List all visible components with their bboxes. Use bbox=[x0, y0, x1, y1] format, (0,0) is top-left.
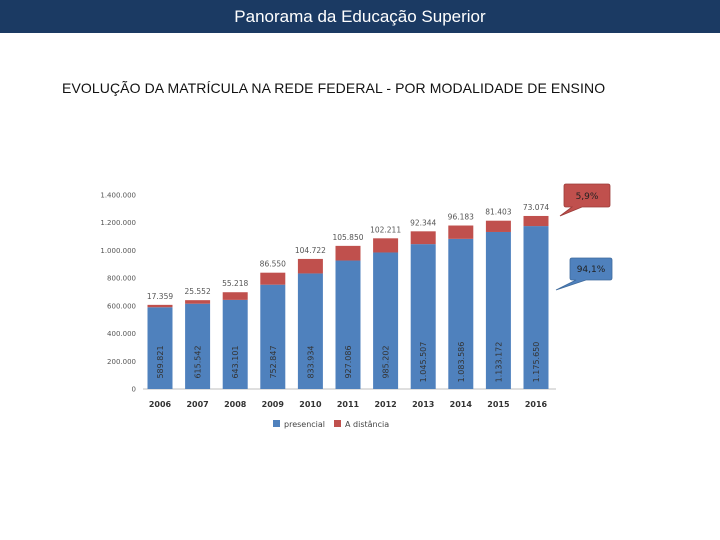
y-tick-label: 0 bbox=[132, 386, 136, 394]
bar-label-presencial: 985.202 bbox=[382, 345, 391, 378]
bar-label-distancia: 55.218 bbox=[222, 279, 248, 288]
x-tick-label: 2006 bbox=[149, 400, 172, 409]
bar-label-distancia: 92.344 bbox=[410, 218, 436, 227]
callout-presencial bbox=[555, 257, 613, 291]
bar-presencial bbox=[297, 273, 323, 389]
callout-distancia bbox=[559, 183, 611, 217]
x-tick-label: 2013 bbox=[412, 400, 434, 409]
slide-title: EVOLUÇÃO DA MATRÍCULA NA REDE FEDERAL - … bbox=[62, 80, 606, 96]
bar-distancia bbox=[335, 245, 361, 261]
bar-label-distancia: 25.552 bbox=[184, 287, 210, 296]
bar-presencial bbox=[485, 231, 511, 389]
callout-distancia-text: 5,9% bbox=[576, 192, 599, 202]
y-tick-label: 1.400.000 bbox=[100, 192, 136, 200]
bar-label-presencial: 1.083.586 bbox=[457, 342, 466, 383]
bar-label-distancia: 102.211 bbox=[370, 225, 401, 234]
bar-label-presencial: 1.133.172 bbox=[494, 342, 503, 383]
y-tick-label: 1.000.000 bbox=[100, 247, 136, 255]
y-tick-label: 200.000 bbox=[107, 358, 136, 366]
bar-label-distancia: 105.850 bbox=[332, 233, 363, 242]
x-tick-label: 2008 bbox=[224, 400, 247, 409]
legend-swatch-presencial bbox=[273, 420, 280, 427]
bar-label-presencial: 1.175.650 bbox=[532, 342, 541, 383]
bar-label-presencial: 643.101 bbox=[231, 345, 240, 378]
bar-label-distancia: 86.550 bbox=[260, 260, 286, 269]
bar-presencial bbox=[260, 284, 286, 389]
bar-distancia bbox=[147, 304, 173, 308]
bar-presencial bbox=[185, 303, 211, 389]
legend-swatch-distancia bbox=[334, 420, 341, 427]
bar-label-distancia: 81.403 bbox=[485, 208, 511, 217]
bar-label-distancia: 96.183 bbox=[448, 213, 474, 222]
y-tick-label: 800.000 bbox=[107, 275, 136, 283]
bar-label-distancia: 104.722 bbox=[295, 246, 326, 255]
bar-label-presencial: 615.542 bbox=[194, 345, 203, 378]
bar-label-presencial: 589.821 bbox=[156, 345, 165, 378]
bar-presencial bbox=[335, 260, 361, 389]
bar-presencial bbox=[523, 226, 549, 389]
x-tick-label: 2012 bbox=[374, 400, 396, 409]
bar-presencial bbox=[373, 252, 399, 389]
x-tick-label: 2016 bbox=[525, 400, 548, 409]
bar-distancia bbox=[297, 258, 323, 274]
bar-presencial bbox=[410, 244, 436, 389]
bar-presencial bbox=[448, 238, 474, 389]
callout-presencial-text: 94,1% bbox=[577, 265, 606, 275]
y-tick-label: 600.000 bbox=[107, 302, 136, 310]
y-tick-label: 1.200.000 bbox=[100, 219, 136, 227]
header-title: Panorama da Educação Superior bbox=[234, 6, 486, 26]
y-tick-label: 400.000 bbox=[107, 330, 136, 338]
bar-distancia bbox=[523, 215, 549, 227]
bar-distancia bbox=[260, 272, 286, 285]
x-tick-label: 2009 bbox=[262, 400, 285, 409]
legend-label-presencial: presencial bbox=[284, 420, 325, 429]
bar-label-distancia: 17.359 bbox=[147, 292, 173, 301]
x-tick-label: 2015 bbox=[487, 400, 510, 409]
x-tick-label: 2014 bbox=[450, 400, 473, 409]
x-tick-label: 2010 bbox=[299, 400, 322, 409]
x-tick-label: 2007 bbox=[186, 400, 208, 409]
bar-label-presencial: 927.086 bbox=[344, 345, 353, 378]
bar-distancia bbox=[485, 220, 511, 232]
bar-presencial bbox=[222, 299, 248, 389]
bar-distancia bbox=[222, 292, 248, 300]
bar-presencial bbox=[147, 307, 173, 389]
bar-distancia bbox=[448, 225, 474, 239]
bar-label-presencial: 752.847 bbox=[269, 345, 278, 378]
bar-distancia bbox=[185, 300, 211, 304]
bar-label-distancia: 73.074 bbox=[523, 203, 549, 212]
x-tick-label: 2011 bbox=[337, 400, 360, 409]
bar-label-presencial: 1.045.507 bbox=[419, 342, 428, 383]
header-bar: Panorama da Educação Superior bbox=[0, 0, 720, 33]
bar-label-presencial: 833.934 bbox=[306, 345, 315, 378]
legend-label-distancia: A distância bbox=[345, 420, 389, 429]
bar-distancia bbox=[410, 231, 436, 245]
bar-distancia bbox=[373, 238, 399, 253]
